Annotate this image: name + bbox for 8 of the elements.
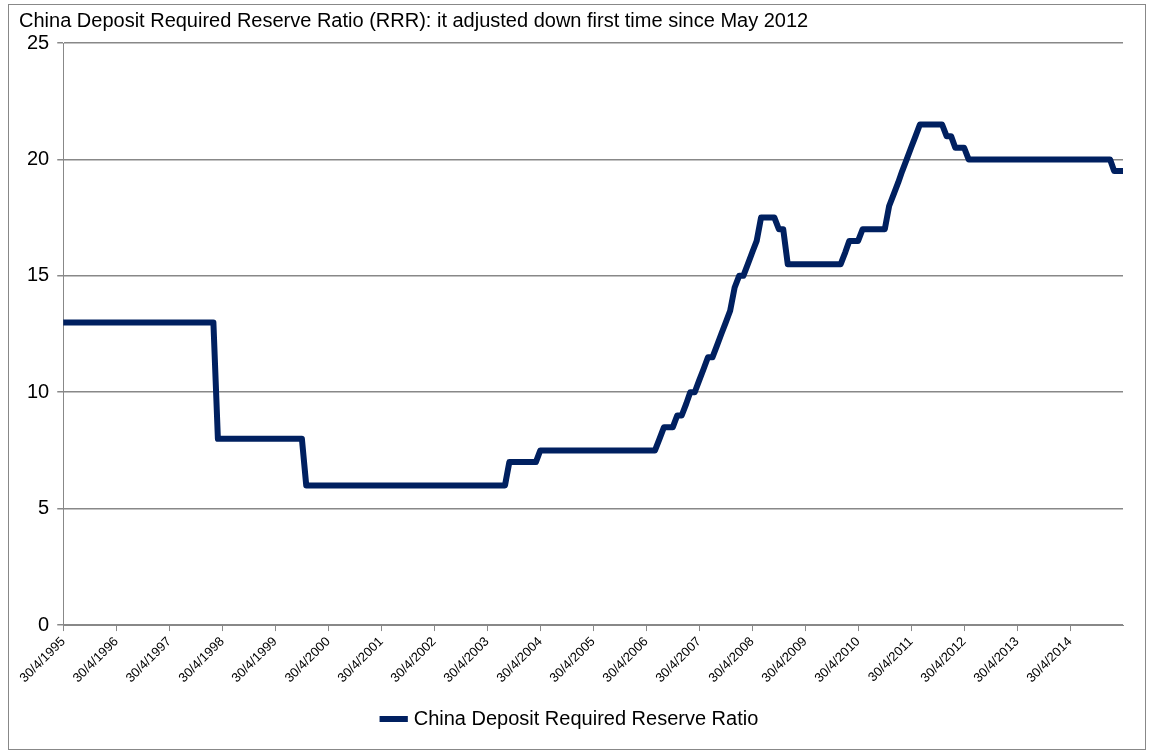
y-tick-label: 5 <box>38 496 50 519</box>
legend-label: China Deposit Required Reserve Ratio <box>413 706 759 729</box>
y-tick-label: 20 <box>27 146 50 169</box>
chart-title: China Deposit Required Reserve Ratio (RRR): it adjusted down first time since May 2012 <box>19 8 809 31</box>
y-tick-label: 15 <box>27 263 50 286</box>
y-tick-label: 0 <box>38 612 50 635</box>
y-tick-label: 25 <box>27 30 50 53</box>
y-tick-label: 10 <box>27 379 50 402</box>
